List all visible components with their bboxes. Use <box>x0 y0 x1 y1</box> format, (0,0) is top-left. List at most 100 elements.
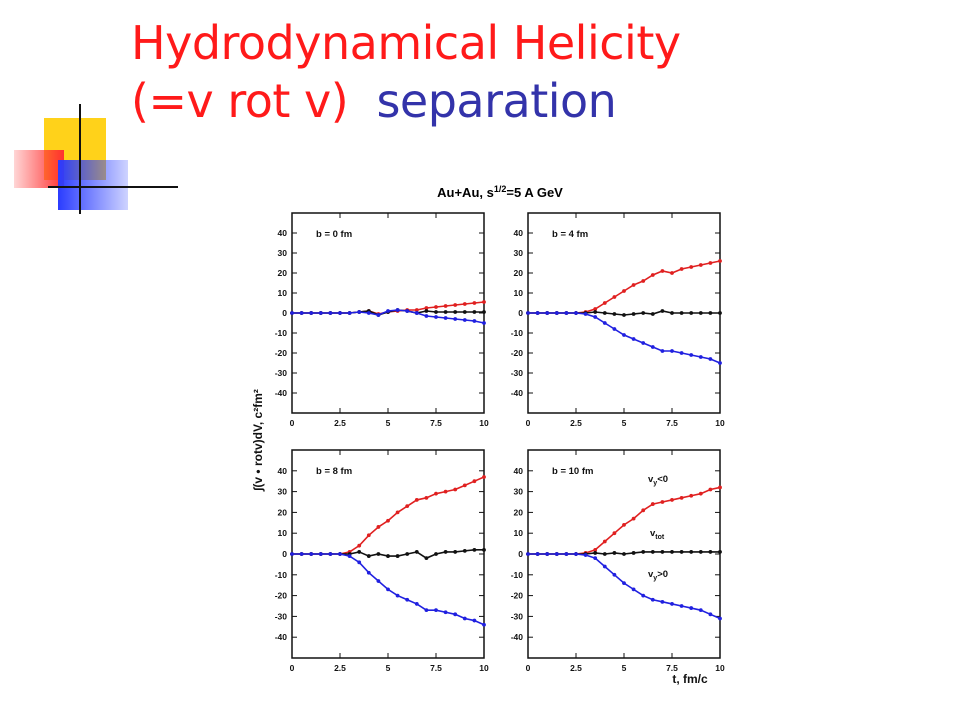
series-blue-point <box>670 349 674 353</box>
series-blue-point <box>414 602 419 606</box>
series-blue-point <box>641 341 646 345</box>
series-blue-point <box>593 315 598 319</box>
y-tick-label: 0 <box>282 549 287 559</box>
series-red-point <box>631 516 636 521</box>
series-blue-point <box>660 349 665 353</box>
series-blue-point <box>718 361 722 365</box>
series-red-point <box>602 539 607 544</box>
y-tick-label: 30 <box>278 487 288 497</box>
series-red-point <box>357 543 362 548</box>
series-red-point <box>414 498 419 502</box>
series-blue-point <box>526 552 530 556</box>
y-tick-label: -40 <box>275 388 288 398</box>
y-tick-label: -40 <box>511 632 524 642</box>
series-blue-point <box>357 310 362 314</box>
x-tick-label: 5 <box>386 663 391 673</box>
y-tick-label: -30 <box>275 611 288 621</box>
series-blue-point <box>574 311 578 315</box>
series-blue-point <box>545 311 550 315</box>
series-red-point <box>698 491 703 496</box>
y-tick-label: -10 <box>511 570 524 580</box>
deco-vertical-line <box>79 104 81 214</box>
series-black-point <box>718 311 722 315</box>
series-blue-point <box>453 317 458 321</box>
series-red-point <box>679 495 684 500</box>
series-red-point <box>650 273 655 277</box>
series-red-point <box>689 265 694 269</box>
series-black-point <box>689 311 694 315</box>
series-red-point <box>641 279 646 283</box>
x-tick-label: 0 <box>526 418 531 428</box>
series-black-point <box>698 550 703 554</box>
series-black-point <box>462 548 467 553</box>
series-blue-point <box>443 610 448 615</box>
series-red-point <box>660 500 665 504</box>
panel-label: b = 4 fm <box>552 229 588 240</box>
series-red-point <box>698 263 703 267</box>
series-blue-point <box>718 616 722 621</box>
series-blue-point <box>424 608 429 613</box>
series-blue-point <box>386 309 390 313</box>
annotation-vy-negative: vy<0 <box>648 474 668 487</box>
series-black-point <box>424 556 429 561</box>
series-blue-point <box>347 311 352 315</box>
series-black-point <box>424 309 429 313</box>
series-blue-point <box>414 311 419 315</box>
series-red-point <box>631 283 636 287</box>
x-tick-label: 7.5 <box>666 663 678 673</box>
series-blue-point <box>376 579 381 583</box>
title-line2-red: (=v rot v) <box>131 74 349 128</box>
series-black-point <box>593 310 598 314</box>
title-line2-blue: separation <box>376 74 617 128</box>
series-red-point <box>482 475 486 479</box>
deco-horizontal-line <box>48 186 178 188</box>
series-red-point <box>462 302 467 306</box>
series-blue-point <box>612 327 617 331</box>
series-black-point <box>366 554 371 558</box>
series-blue-point <box>660 599 665 604</box>
x-tick-label: 10 <box>479 663 489 673</box>
series-black-point <box>631 551 636 555</box>
series-black-point <box>708 311 713 315</box>
series-blue-point <box>299 311 304 315</box>
series-blue-point <box>482 321 486 325</box>
x-tick-label: 2.5 <box>334 418 346 428</box>
series-blue-point <box>679 351 684 355</box>
series-blue-point <box>395 593 400 598</box>
x-tick-label: 5 <box>622 418 627 428</box>
deco-blue-square <box>58 160 128 210</box>
series-black-point <box>453 310 458 314</box>
y-tick-label: 30 <box>278 248 288 258</box>
series-red-point <box>395 510 400 515</box>
series-blue-point <box>622 333 626 337</box>
series-black-point <box>641 311 646 315</box>
x-tick-label: 2.5 <box>334 663 346 673</box>
series-black-point <box>622 552 626 556</box>
series-black-point <box>434 310 438 314</box>
series-black-point <box>708 550 713 554</box>
series-red-point <box>405 504 410 509</box>
series-blue-point <box>405 597 410 602</box>
series-red-point <box>376 525 381 529</box>
series-red-point <box>679 267 684 271</box>
y-tick-label: 10 <box>514 288 524 298</box>
series-red-point <box>453 487 458 492</box>
series-blue-point <box>698 608 703 613</box>
x-tick-label: 7.5 <box>430 663 442 673</box>
panel-label: b = 0 fm <box>316 229 352 240</box>
series-blue-point <box>622 581 626 586</box>
series-red-point <box>602 301 607 305</box>
series-black-point <box>650 312 655 316</box>
series-blue-point <box>482 622 486 627</box>
series-black-point <box>395 554 400 558</box>
series-black-point <box>386 554 390 558</box>
series-black-point <box>482 310 486 314</box>
series-black-point <box>443 550 448 554</box>
series-blue-point <box>689 606 694 610</box>
series-black-point <box>453 550 458 554</box>
y-tick-label: 40 <box>278 466 288 476</box>
series-blue-point <box>309 552 314 556</box>
y-tick-label: 40 <box>514 466 524 476</box>
series-blue-point <box>650 345 655 349</box>
series-blue-point <box>554 311 559 315</box>
